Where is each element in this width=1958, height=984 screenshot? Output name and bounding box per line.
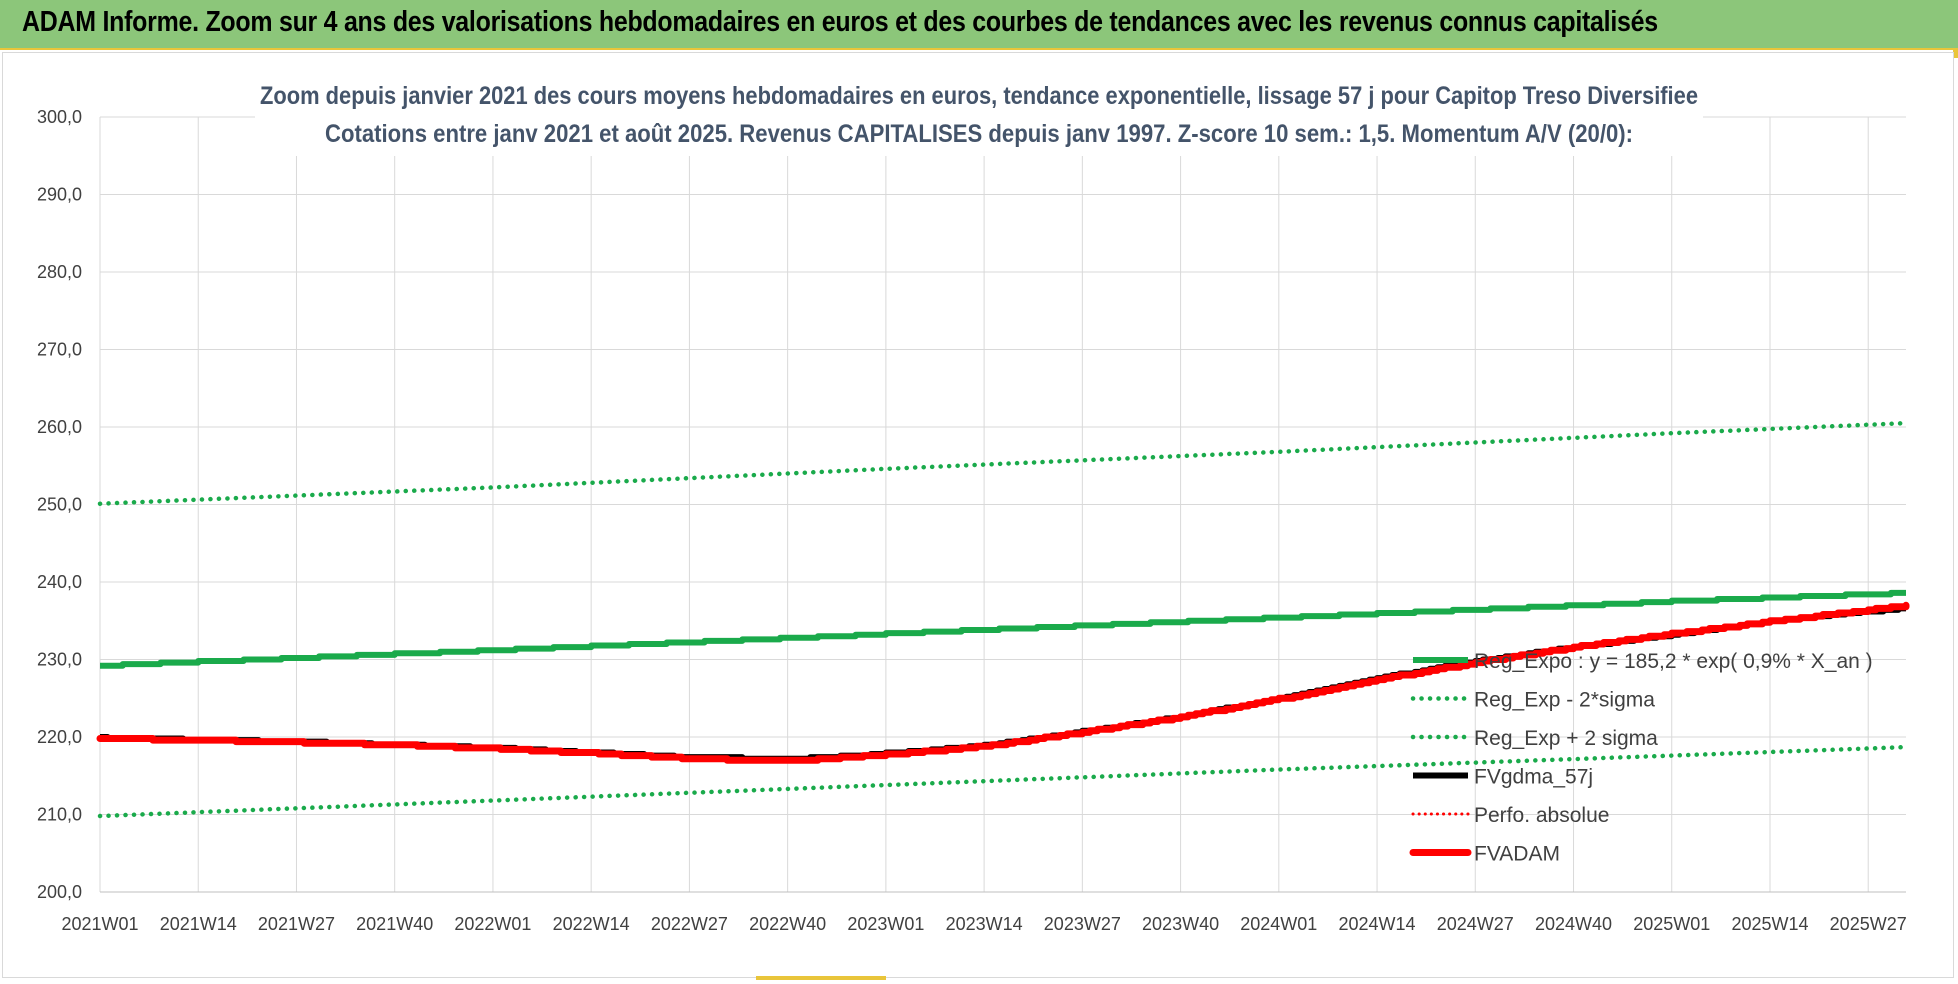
y-tick-label: 200,0 xyxy=(37,882,82,902)
x-tick-label: 2025W01 xyxy=(1633,914,1710,934)
series-line-reg-exp-2-sigma xyxy=(97,420,1909,506)
x-tick-label: 2023W01 xyxy=(847,914,924,934)
x-tick-label: 2021W14 xyxy=(160,914,237,934)
x-tick-label: 2023W40 xyxy=(1142,914,1219,934)
x-tick-label: 2021W40 xyxy=(356,914,433,934)
y-tick-label: 210,0 xyxy=(37,805,82,825)
series-line-reg-exp-2-sigma xyxy=(97,744,1909,819)
x-tick-label: 2023W27 xyxy=(1044,914,1121,934)
legend-label: Reg_Exp - 2*sigma xyxy=(1474,689,1655,712)
chart-title-line2: Cotations entre janv 2021 et août 2025. … xyxy=(325,120,1633,148)
legend-label: Reg_Exp + 2 sigma xyxy=(1474,727,1658,750)
legend-label: FVgdma_57j xyxy=(1474,766,1593,789)
x-tick-label: 2024W40 xyxy=(1535,914,1612,934)
x-tick-label: 2023W14 xyxy=(946,914,1023,934)
x-tick-label: 2022W14 xyxy=(553,914,630,934)
title-background xyxy=(255,72,1703,156)
y-tick-label: 220,0 xyxy=(37,727,82,747)
x-tick-label: 2021W27 xyxy=(258,914,335,934)
y-tick-label: 290,0 xyxy=(37,185,82,205)
legend-label: Perfo. absolue xyxy=(1474,804,1609,827)
y-tick-label: 270,0 xyxy=(37,340,82,360)
y-axis-ticks: 300,0 290,0 280,0 270,0 260,0 250,0 240,0 230,0… xyxy=(37,107,82,902)
series-layer xyxy=(96,420,1910,819)
x-tick-label: 2025W14 xyxy=(1731,914,1808,934)
x-tick-label: 2022W40 xyxy=(749,914,826,934)
x-tick-label: 2022W27 xyxy=(651,914,728,934)
y-tick-label: 230,0 xyxy=(37,650,82,670)
x-tick-label: 2024W14 xyxy=(1339,914,1416,934)
accent-bar xyxy=(756,976,886,980)
series-line-reg-expo-y-185-2-exp-0-9-x-an xyxy=(100,589,1906,669)
banner-title: ADAM Informe. Zoom sur 4 ans des valoris… xyxy=(22,6,1658,38)
legend-label: FVADAM xyxy=(1474,843,1560,866)
x-tick-label: 2022W01 xyxy=(454,914,531,934)
x-tick-label: 2025W27 xyxy=(1830,914,1907,934)
x-tick-label: 2024W01 xyxy=(1240,914,1317,934)
x-axis-ticks: 2021W01 2021W14 2021W27 2021W40 2022W01 2022W… xyxy=(61,914,1906,934)
title-banner: ADAM Informe. Zoom sur 4 ans des valoris… xyxy=(0,0,1958,50)
legend: Reg_Expo : y = 185,2 * exp( 0,9% * X_an … xyxy=(1409,650,1873,866)
y-tick-label: 240,0 xyxy=(37,572,82,592)
y-tick-label: 260,0 xyxy=(37,417,82,437)
legend-label: Reg_Expo : y = 185,2 * exp( 0,9% * X_an … xyxy=(1474,650,1873,673)
chart-title-line1: Zoom depuis janvier 2021 des cours moyen… xyxy=(260,82,1698,110)
series-line-fvadam xyxy=(96,601,1910,764)
chart-frame xyxy=(2,52,1954,978)
y-tick-label: 300,0 xyxy=(37,107,82,127)
accent-mark xyxy=(1953,50,1958,58)
y-tick-label: 280,0 xyxy=(37,262,82,282)
x-tick-label: 2024W27 xyxy=(1437,914,1514,934)
gridlines xyxy=(99,116,1906,893)
y-tick-label: 250,0 xyxy=(37,495,82,515)
x-tick-label: 2021W01 xyxy=(61,914,138,934)
